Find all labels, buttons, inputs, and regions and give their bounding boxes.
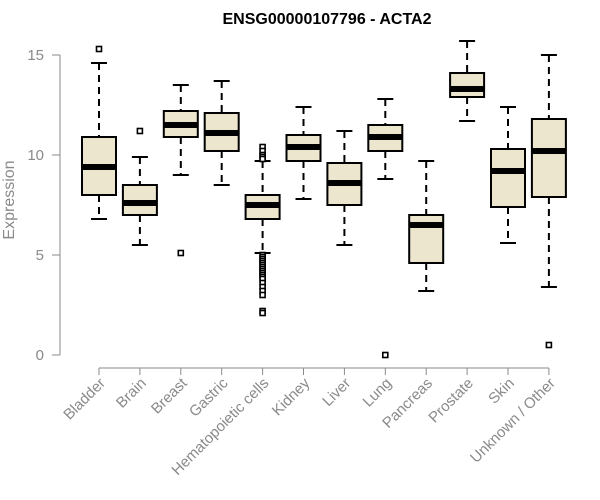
outlier-point	[259, 291, 266, 299]
x-tick-label: Breast	[148, 374, 191, 417]
boxes-group	[81, 40, 567, 359]
box-gastric	[203, 80, 240, 186]
outlier-point	[95, 45, 103, 53]
x-tick-label: Liver	[319, 375, 354, 410]
x-tick-label: Skin	[485, 375, 518, 408]
chart-title: ENSG00000107796 - ACTA2	[223, 11, 432, 28]
box-rect	[449, 72, 486, 98]
y-axis-label: Expression	[1, 160, 18, 239]
outlier-point	[136, 127, 144, 135]
box-lung	[367, 98, 404, 359]
box-prostate	[449, 40, 486, 122]
outlier-point	[259, 309, 266, 317]
box-brain	[121, 127, 158, 246]
y-axis: 0 5 10 15	[27, 47, 61, 364]
x-tick-label: Bladder	[60, 375, 109, 424]
outlier-point	[545, 341, 553, 349]
y-tick-label: 10	[27, 147, 44, 164]
x-tick-label: Lung	[360, 375, 396, 411]
box-rect	[530, 118, 567, 198]
y-tick-label: 0	[36, 347, 44, 364]
box-bladder	[81, 45, 117, 220]
box-rect	[490, 148, 526, 208]
x-tick-label: Kidney	[269, 374, 314, 419]
box-kidney	[285, 106, 322, 200]
box-breast	[162, 84, 199, 257]
outlier-point	[381, 351, 389, 359]
box-hematopoietic-cells	[244, 143, 281, 317]
y-tick-label: 5	[36, 247, 44, 264]
outlier-point	[177, 249, 185, 257]
box-pancreas	[408, 160, 445, 292]
box-skin	[490, 106, 526, 244]
box-liver	[326, 130, 363, 246]
x-tick-label: Prostate	[425, 375, 477, 427]
y-tick-label: 15	[27, 47, 44, 64]
box-unknown-other	[530, 54, 567, 349]
outlier-point	[259, 155, 266, 163]
x-tick-label: Brain	[113, 375, 150, 412]
